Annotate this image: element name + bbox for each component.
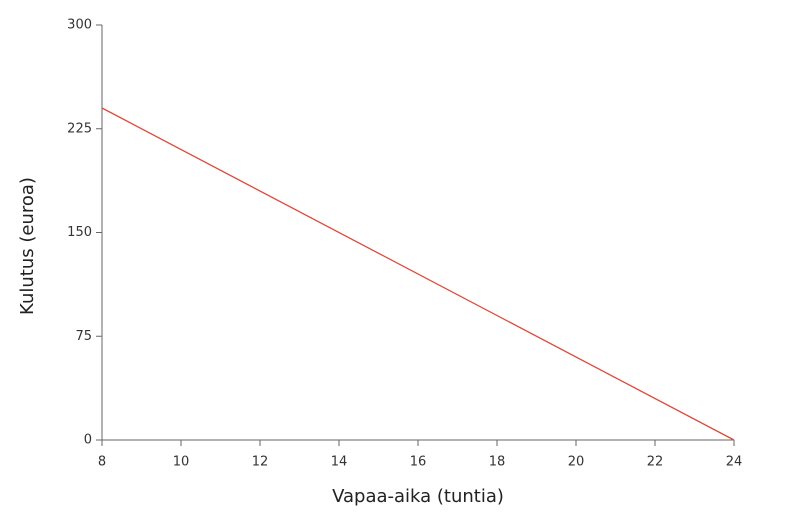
y-tick-label: 300 (67, 18, 92, 33)
x-tick-label: 24 (726, 455, 743, 470)
x-tick-label: 18 (489, 455, 506, 470)
x-tick-label: 20 (568, 455, 585, 470)
x-tick-label: 16 (410, 455, 427, 470)
y-tick-label: 75 (75, 329, 92, 344)
y-tick-label: 150 (67, 225, 92, 240)
y-tick-label: 0 (84, 433, 92, 448)
y-axis-title: Kulutus (euroa) (17, 177, 38, 315)
y-tick-label: 225 (67, 121, 92, 136)
x-tick-label: 8 (98, 455, 106, 470)
line (101, 107, 735, 441)
x-tick-label: 10 (173, 455, 190, 470)
x-tick-label: 22 (647, 455, 664, 470)
x-axis-title: Vapaa-aika (tuntia) (332, 486, 504, 507)
x-tick-label: 12 (252, 455, 269, 470)
x-tick-label: 14 (331, 455, 348, 470)
